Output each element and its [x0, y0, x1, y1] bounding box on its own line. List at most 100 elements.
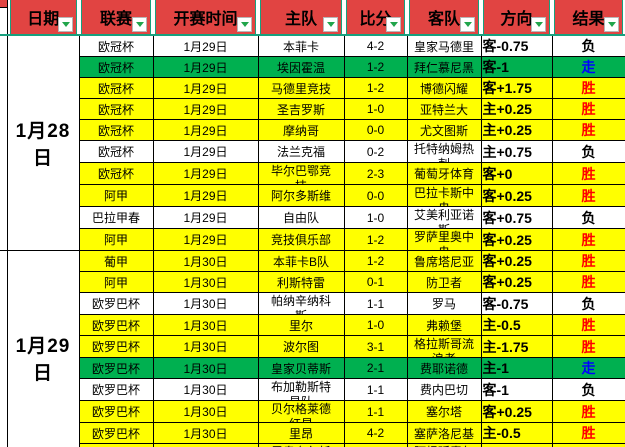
home-team-cell[interactable]: 法兰克福: [257, 140, 345, 163]
home-team-cell[interactable]: 布加勒斯特星队: [257, 378, 345, 401]
filter-dropdown-icon[interactable]: [604, 17, 619, 32]
home-team-cell[interactable]: 本菲卡: [257, 34, 345, 57]
score-cell[interactable]: 2-3: [343, 162, 408, 185]
home-team-cell[interactable]: 里奥夸尔托学生队: [257, 443, 345, 447]
result-cell[interactable]: 走: [551, 357, 625, 379]
away-team-cell[interactable]: 防卫者: [406, 271, 482, 293]
home-team-cell[interactable]: 竞技俱乐部: [257, 228, 345, 251]
handicap-direction-cell[interactable]: 客+0.25: [480, 250, 553, 272]
league-cell[interactable]: 欧冠杯: [78, 162, 154, 185]
score-cell[interactable]: 1-2: [343, 77, 408, 99]
score-cell[interactable]: 4-2: [343, 34, 408, 57]
start-time-cell[interactable]: 1月30日: [152, 292, 259, 315]
away-team-cell[interactable]: 罗萨里奥中央: [406, 228, 482, 251]
league-cell[interactable]: 欧罗巴杯: [78, 357, 154, 379]
handicap-direction-cell[interactable]: 客+1.75: [480, 77, 553, 99]
home-team-cell[interactable]: 马德里竞技: [257, 77, 345, 99]
home-team-cell[interactable]: 本菲卡B队: [257, 250, 345, 272]
home-team-cell[interactable]: 圣吉罗斯: [257, 98, 345, 120]
league-cell[interactable]: 欧冠杯: [78, 119, 154, 141]
score-cell[interactable]: 1-1: [343, 400, 408, 423]
away-team-cell[interactable]: 阿根廷青年人: [406, 443, 482, 447]
result-cell[interactable]: 胜: [551, 250, 625, 272]
score-cell[interactable]: 0-1: [343, 271, 408, 293]
away-team-cell[interactable]: 罗马: [406, 292, 482, 315]
score-cell[interactable]: 1-2: [343, 250, 408, 272]
league-cell[interactable]: 阿甲: [78, 184, 154, 207]
home-team-cell[interactable]: 里昂: [257, 422, 345, 444]
away-team-cell[interactable]: 博德闪耀: [406, 77, 482, 99]
home-team-cell[interactable]: 里尔: [257, 314, 345, 336]
handicap-direction-cell[interactable]: 主-0.5: [480, 422, 553, 444]
start-time-cell[interactable]: 1月30日: [152, 443, 259, 447]
home-team-cell[interactable]: 自由队: [257, 206, 345, 229]
home-team-cell[interactable]: 贝尔格莱德红星: [257, 400, 345, 423]
handicap-direction-cell[interactable]: 主-0.5: [480, 314, 553, 336]
start-time-cell[interactable]: 1月29日: [152, 140, 259, 163]
score-cell[interactable]: 4-2: [343, 422, 408, 444]
home-team-cell[interactable]: 皇家贝蒂斯: [257, 357, 345, 379]
result-cell[interactable]: 胜: [551, 228, 625, 251]
filter-dropdown-icon[interactable]: [323, 17, 338, 32]
start-time-cell[interactable]: 1月30日: [152, 400, 259, 423]
away-team-cell[interactable]: 塞尔塔: [406, 400, 482, 423]
away-team-cell[interactable]: 艾美利亚诺斯: [406, 206, 482, 229]
filter-dropdown-icon[interactable]: [460, 17, 475, 32]
score-cell[interactable]: 1-1: [343, 378, 408, 401]
filter-dropdown-icon[interactable]: [237, 17, 252, 32]
handicap-direction-cell[interactable]: 主+0.75: [480, 140, 553, 163]
home-team-cell[interactable]: 帕纳辛纳科斯: [257, 292, 345, 315]
start-time-cell[interactable]: 1月30日: [152, 357, 259, 379]
handicap-direction-cell[interactable]: 主-1: [480, 357, 553, 379]
result-cell[interactable]: 胜: [551, 422, 625, 444]
date-group-cell[interactable]: 1月28日: [6, 34, 80, 251]
result-cell[interactable]: 胜: [551, 271, 625, 293]
score-cell[interactable]: 1-2: [343, 56, 408, 78]
handicap-direction-cell[interactable]: 客+0.25: [480, 184, 553, 207]
result-cell[interactable]: 负: [551, 140, 625, 163]
league-cell[interactable]: 阿甲: [78, 228, 154, 251]
result-cell[interactable]: 胜: [551, 400, 625, 423]
league-cell[interactable]: 欧冠杯: [78, 56, 154, 78]
handicap-direction-cell[interactable]: 主+0.25: [480, 119, 553, 141]
league-cell[interactable]: 欧罗巴杯: [78, 422, 154, 444]
away-team-cell[interactable]: 托特纳姆热刺: [406, 140, 482, 163]
league-cell[interactable]: 阿甲: [78, 443, 154, 447]
home-team-cell[interactable]: 波尔图: [257, 335, 345, 358]
handicap-direction-cell[interactable]: 客-1: [480, 378, 553, 401]
score-cell[interactable]: 1-2: [343, 228, 408, 251]
filter-dropdown-icon[interactable]: [531, 17, 546, 32]
start-time-cell[interactable]: 1月29日: [152, 56, 259, 78]
filter-dropdown-icon[interactable]: [132, 17, 147, 32]
start-time-cell[interactable]: 1月29日: [152, 119, 259, 141]
league-cell[interactable]: 欧冠杯: [78, 98, 154, 120]
start-time-cell[interactable]: 1月29日: [152, 34, 259, 57]
home-team-cell[interactable]: 毕尔巴鄂竞技: [257, 162, 345, 185]
result-cell[interactable]: 胜: [551, 184, 625, 207]
result-cell[interactable]: 负: [551, 378, 625, 401]
start-time-cell[interactable]: 1月30日: [152, 271, 259, 293]
start-time-cell[interactable]: 1月29日: [152, 77, 259, 99]
start-time-cell[interactable]: 1月29日: [152, 206, 259, 229]
away-team-cell[interactable]: 亚特兰大: [406, 98, 482, 120]
away-team-cell[interactable]: 鲁席塔尼亚: [406, 250, 482, 272]
result-cell[interactable]: 胜: [551, 119, 625, 141]
result-cell[interactable]: 胜: [551, 314, 625, 336]
result-cell[interactable]: 胜: [551, 443, 625, 447]
score-cell[interactable]: 3-1: [343, 335, 408, 358]
score-cell[interactable]: 1-0: [343, 314, 408, 336]
away-team-cell[interactable]: 拜仁慕尼黑: [406, 56, 482, 78]
away-team-cell[interactable]: 格拉斯哥流浪者: [406, 335, 482, 358]
handicap-direction-cell[interactable]: 主+0.25: [480, 98, 553, 120]
league-cell[interactable]: 葡甲: [78, 250, 154, 272]
league-cell[interactable]: 阿甲: [78, 271, 154, 293]
league-cell[interactable]: 巴拉甲春: [78, 206, 154, 229]
league-cell[interactable]: 欧罗巴杯: [78, 292, 154, 315]
league-cell[interactable]: 欧冠杯: [78, 34, 154, 57]
home-team-cell[interactable]: 埃因霍温: [257, 56, 345, 78]
score-cell[interactable]: 1-0: [343, 206, 408, 229]
result-cell[interactable]: 负: [551, 34, 625, 57]
result-cell[interactable]: 负: [551, 292, 625, 315]
date-group-cell[interactable]: 1月29日: [6, 250, 80, 447]
start-time-cell[interactable]: 1月29日: [152, 228, 259, 251]
